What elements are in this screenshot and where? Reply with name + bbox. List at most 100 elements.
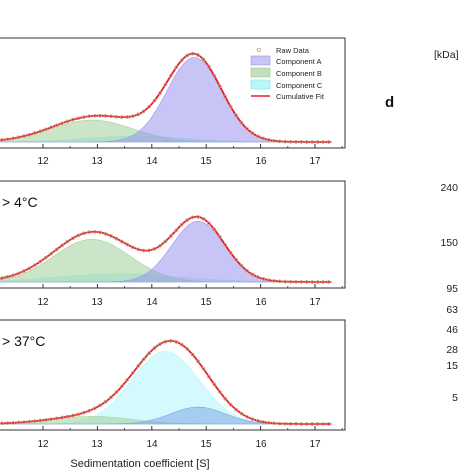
legend: Raw Data Component A Component B Compone… (250, 46, 325, 101)
legend-component-c-label: Component C (276, 81, 323, 90)
tick-label: 12 (37, 439, 49, 450)
panel-middle-plot (0, 215, 343, 288)
series-area-component-c (0, 351, 332, 425)
raw-data-point (81, 410, 86, 415)
tick-label: 12 (37, 156, 49, 167)
raw-data-point (239, 411, 244, 416)
tick-label: 14 (146, 297, 158, 308)
raw-data-point (65, 119, 70, 124)
raw-data-point (76, 233, 81, 238)
raw-data-point (27, 419, 32, 424)
raw-data-point (321, 280, 326, 284)
raw-data-point (266, 420, 271, 425)
raw-data-point (147, 104, 151, 109)
raw-data-point (0, 421, 5, 426)
raw-data-point (11, 273, 15, 278)
raw-data-point (168, 339, 173, 343)
raw-data-point (315, 140, 320, 144)
raw-data-point (163, 82, 168, 87)
raw-data-point (49, 417, 54, 422)
tick-label: 14 (146, 156, 158, 167)
raw-data-point (163, 239, 168, 244)
raw-data-point (179, 58, 184, 63)
x-axis-title: Sedimentation coefficient [S] (70, 458, 209, 470)
raw-data-point (185, 347, 190, 351)
tick-label: 15 (200, 439, 212, 450)
raw-data-point (136, 364, 141, 368)
gel-marker-label: 63 (446, 304, 458, 316)
raw-data-point (147, 351, 151, 356)
raw-data-point (174, 340, 179, 344)
gel-marker-label: 46 (446, 324, 458, 336)
raw-data-point (11, 136, 15, 141)
raw-data-point (294, 422, 298, 426)
raw-data-point (152, 346, 157, 350)
raw-data-point (38, 129, 43, 134)
raw-data-point (43, 255, 48, 260)
raw-data-point (239, 263, 244, 268)
raw-data-point (174, 65, 179, 70)
raw-data-point (0, 138, 5, 142)
raw-data-point (32, 131, 37, 135)
raw-data-point (234, 407, 238, 412)
raw-data-point (32, 419, 37, 423)
raw-data-point (277, 139, 282, 144)
raw-data-point (179, 222, 184, 227)
raw-data-point (32, 263, 37, 267)
raw-data-point (179, 342, 184, 347)
raw-data-point (212, 227, 217, 232)
raw-data-point (223, 396, 228, 401)
raw-data-point (81, 231, 86, 236)
raw-data-point (321, 422, 326, 426)
legend-component-c-swatch (250, 79, 271, 90)
raw-data-point (310, 422, 315, 426)
raw-data-point (277, 279, 282, 284)
tick-label: 13 (91, 439, 103, 450)
gel-unit-label: [kDa] (434, 49, 459, 61)
panel-label-d: d (385, 94, 394, 111)
raw-data-point (141, 109, 146, 114)
tick-label: 14 (146, 439, 158, 450)
legend-component-a-swatch (250, 55, 271, 66)
raw-data-point (16, 420, 21, 425)
raw-data-point (22, 134, 26, 138)
raw-data-point (0, 276, 5, 280)
raw-data-point (158, 91, 162, 95)
raw-data-point (283, 279, 287, 284)
raw-data-point (310, 280, 315, 284)
raw-data-point (87, 408, 92, 413)
raw-data-point (76, 412, 81, 417)
raw-data-point (326, 140, 331, 144)
raw-data-point (228, 402, 233, 407)
raw-data-point (22, 420, 26, 424)
raw-data-point (60, 121, 64, 126)
raw-data-point (92, 406, 97, 411)
raw-data-point (27, 132, 32, 137)
raw-data-point (207, 64, 211, 69)
legend-component-a-label: Component A (276, 57, 321, 66)
raw-data-point (109, 114, 113, 119)
raw-data-point (76, 116, 81, 121)
raw-data-point (223, 243, 228, 247)
legend-component-b-swatch (250, 67, 271, 78)
raw-data-point (130, 371, 135, 375)
raw-data-point (27, 266, 32, 271)
raw-data-point (288, 422, 293, 426)
series-line-cumulative-fit (0, 52, 332, 143)
raw-data-point (71, 413, 75, 418)
raw-data-point (321, 140, 326, 144)
panel-middle-x-ticks: 12 13 14 15 16 17 (37, 297, 321, 308)
raw-data-point (239, 120, 244, 125)
raw-data-point (261, 277, 266, 281)
raw-data-point (196, 215, 200, 219)
raw-data-point (250, 131, 255, 135)
raw-data-point (38, 418, 43, 423)
raw-data-point (103, 231, 108, 236)
tick-label: 13 (91, 297, 103, 308)
panel-bottom-frame (0, 319, 346, 431)
raw-data-point (288, 139, 293, 144)
raw-data-point (71, 117, 75, 122)
legend-cumulative-fit-label: Cumulative Fit (276, 92, 325, 101)
raw-data-point (256, 418, 260, 423)
raw-data-point (217, 235, 222, 239)
